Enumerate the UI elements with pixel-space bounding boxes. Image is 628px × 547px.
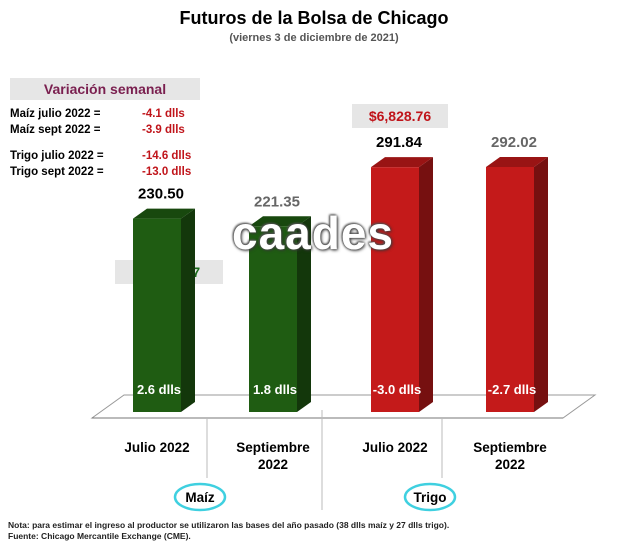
trigo-price-box: $6,828.76	[352, 104, 448, 128]
bar-side	[297, 216, 311, 412]
bar	[249, 226, 297, 412]
variacion-title: Variación semanal	[10, 78, 200, 100]
bar-label: -2.7 dlls	[488, 382, 536, 397]
category-label: 2022	[258, 457, 288, 472]
bar	[371, 167, 419, 412]
category-label: 2022	[495, 457, 525, 472]
variacion-value: -14.6 dlls	[142, 150, 192, 162]
bar-top	[133, 208, 195, 219]
footnote-fuente: Fuente: Chicago Mercantile Exchange (CME…	[8, 531, 191, 541]
variacion-row: Maíz sept 2022 = -3.9 dlls	[10, 124, 210, 140]
bar-label: -3.0 dlls	[373, 382, 421, 397]
watermark: caades	[232, 207, 395, 259]
variacion-value: -4.1 dlls	[142, 108, 185, 120]
variacion-label: Trigo sept 2022 =	[10, 166, 104, 178]
variacion-row: Maíz julio 2022 = -4.1 dlls	[10, 108, 210, 124]
bar-top	[486, 157, 548, 167]
category-label: Septiembre	[473, 440, 547, 455]
variacion-label: Maíz julio 2022 =	[10, 108, 101, 120]
variacion-row: Trigo julio 2022 = -14.6 dlls	[10, 150, 210, 166]
bar	[486, 167, 534, 412]
value-label: 230.50	[138, 186, 184, 203]
bar	[133, 218, 181, 412]
footnote-nota: Nota: para estimar el ingreso al product…	[8, 520, 450, 530]
category-label: Julio 2022	[362, 440, 427, 455]
bar-label: 2.6 dlls	[137, 382, 181, 397]
bar-label: 1.8 dlls	[253, 382, 297, 397]
variacion-value: -3.9 dlls	[142, 124, 185, 136]
category-label: Julio 2022	[124, 440, 189, 455]
bar-top	[371, 157, 433, 168]
category-label: Septiembre	[236, 440, 310, 455]
value-label: 292.02	[491, 134, 537, 151]
bar-top	[249, 216, 311, 227]
bar-side	[534, 157, 548, 412]
group-label: Maíz	[185, 490, 215, 505]
group-ellipse	[173, 482, 227, 512]
bar-side	[181, 208, 195, 412]
group-label: Trigo	[414, 490, 447, 505]
chart-subtitle: (viernes 3 de diciembre de 2021)	[229, 32, 399, 44]
value-label: 291.84	[376, 134, 423, 151]
value-label: 221.35	[254, 193, 300, 210]
chart-title: Futuros de la Bolsa de Chicago	[179, 8, 449, 28]
variacion-label: Trigo julio 2022 =	[10, 150, 104, 162]
variacion-value: -13.0 dlls	[142, 166, 192, 178]
variacion-label: Maíz sept 2022 =	[10, 124, 101, 136]
group-ellipse	[403, 482, 457, 512]
variacion-row: Trigo sept 2022 = -13.0 dlls	[10, 166, 210, 182]
bar-side	[419, 157, 433, 412]
